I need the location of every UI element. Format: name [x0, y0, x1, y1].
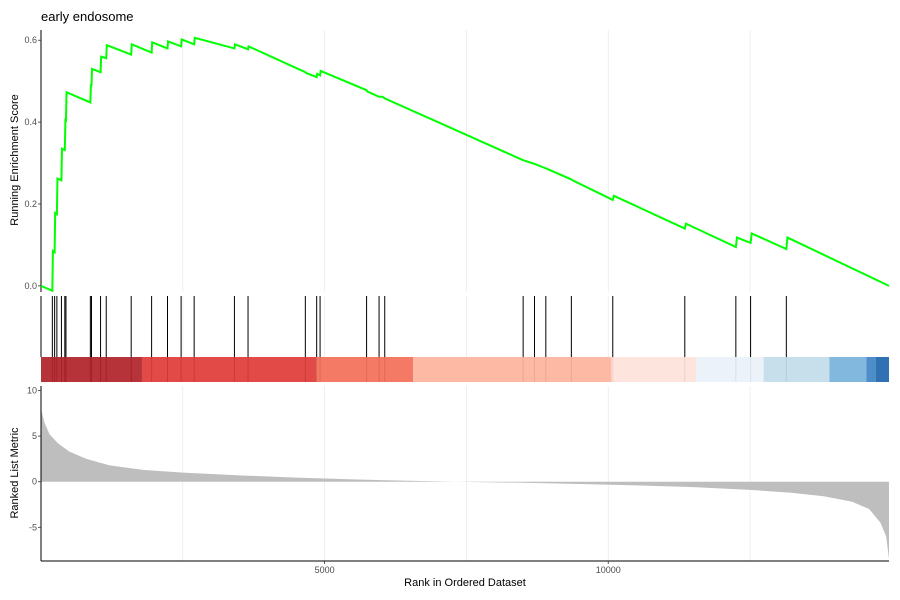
ranked-metric-gridlines	[182, 386, 751, 561]
y-tick-label: -5	[29, 522, 37, 532]
ranked-list-metric-area	[41, 408, 889, 560]
y-tick-label: 0.4	[24, 117, 37, 127]
enrichment-score-panel: 0.0 0.2 0.4 0.6	[24, 30, 890, 293]
y-tick-label: 0.0	[24, 281, 37, 291]
enrichment-axes: 0.0 0.2 0.4 0.6	[24, 30, 42, 292]
y-axis-title-ranked-metric: Ranked List Metric	[9, 427, 21, 519]
color-band	[41, 357, 142, 382]
y-tick-label: 0.2	[24, 199, 37, 209]
y-tick-label: 10	[27, 386, 37, 396]
x-tick-label: 5000	[315, 565, 335, 575]
x-axis-title: Rank in Ordered Dataset	[404, 577, 526, 589]
color-band	[316, 357, 414, 382]
color-band	[763, 357, 830, 382]
hit-gridlines	[182, 296, 751, 357]
color-band	[696, 357, 764, 382]
ranked-metric-panel: -5 0 5 10 5000 10000	[27, 386, 889, 575]
y-tick-label: 0	[32, 477, 37, 487]
color-band	[413, 357, 612, 382]
x-tick-label: 10000	[596, 565, 621, 575]
rank-color-bands	[41, 357, 889, 382]
gene-hit-panel	[40, 296, 889, 382]
y-axis-title-enrichment: Running Enrichment Score	[9, 94, 21, 225]
running-enrichment-score-line	[40, 36, 890, 293]
y-tick-label: 5	[32, 431, 37, 441]
color-band	[829, 357, 867, 382]
color-band	[875, 357, 889, 382]
color-band	[866, 357, 876, 382]
y-tick-label: 0.6	[24, 35, 37, 45]
chart-title: early endosome	[41, 9, 134, 24]
ranked-metric-axes: -5 0 5 10 5000 10000	[27, 386, 889, 575]
color-band	[611, 357, 697, 382]
enrichment-gridlines	[182, 30, 751, 292]
color-band	[141, 357, 317, 382]
